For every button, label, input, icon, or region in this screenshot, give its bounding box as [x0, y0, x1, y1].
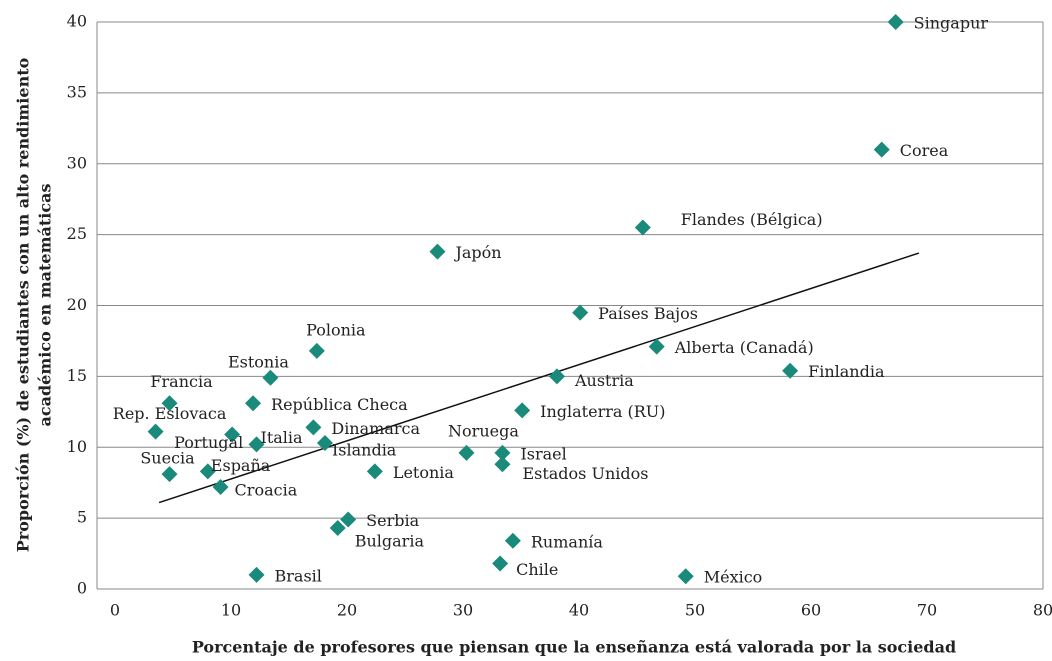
point [308, 342, 325, 359]
point [677, 568, 694, 585]
point [873, 141, 890, 158]
point-label: Corea [900, 141, 949, 160]
trend-line [158, 252, 920, 504]
point-label: Flandes (Bélgica) [681, 210, 823, 229]
x-tick-label: 10 [221, 601, 241, 620]
y-tick-label: 10 [67, 437, 87, 456]
point [316, 434, 333, 451]
point-label: Serbia [366, 511, 419, 530]
point-label: España [211, 456, 271, 475]
point [305, 419, 322, 436]
point [161, 466, 178, 483]
x-tick-label: 20 [337, 601, 357, 620]
point-label: Israel [520, 444, 566, 463]
point-label: Finlandia [808, 362, 885, 381]
point-label: Polonia [306, 320, 366, 339]
x-tick-label: 60 [801, 601, 821, 620]
point [366, 463, 383, 480]
point [458, 444, 475, 461]
point [245, 395, 262, 412]
point-label: Brasil [275, 566, 322, 585]
point-label: Bulgaria [355, 532, 425, 551]
point [248, 436, 265, 453]
point [262, 369, 279, 386]
point-label: Dinamarca [331, 419, 420, 438]
point [514, 402, 531, 419]
point-label: Suecia [140, 449, 195, 468]
point-label: Austria [574, 371, 634, 390]
point [212, 478, 229, 495]
y-tick-label: 35 [67, 82, 87, 101]
point-label: Japón [453, 243, 501, 262]
point-label: Portugal [174, 433, 243, 452]
x-tick-label: 30 [453, 601, 473, 620]
point [329, 520, 346, 537]
point [492, 555, 509, 572]
point [199, 463, 216, 480]
point [782, 362, 799, 379]
x-tick-label: 70 [917, 601, 937, 620]
point-label: Rep. Eslovaca [113, 404, 227, 423]
point-label: Francia [150, 372, 213, 391]
point [548, 368, 565, 385]
point [429, 243, 446, 260]
y-tick-label: 15 [67, 366, 87, 385]
point [161, 395, 178, 412]
point [648, 338, 665, 355]
point-label: Italia [261, 428, 304, 447]
y-tick-label: 0 [77, 579, 87, 598]
point [224, 426, 241, 443]
point [887, 14, 904, 30]
point [147, 423, 164, 440]
point-label: Letonia [393, 463, 455, 482]
point [634, 219, 651, 236]
x-tick-label: 50 [685, 601, 705, 620]
y-tick-label: 5 [77, 508, 87, 527]
point [504, 532, 521, 549]
point [572, 304, 589, 321]
x-tick-label: 80 [1033, 601, 1052, 620]
y-tick-label: 20 [67, 295, 87, 314]
point-label: Estonia [228, 352, 289, 371]
point-label: Alberta (Canadá) [674, 338, 814, 357]
point [494, 456, 511, 473]
point [340, 511, 357, 528]
point-label: Singapur [914, 14, 989, 33]
point [494, 444, 511, 461]
point-label: Chile [516, 560, 558, 579]
y-axis-title: académico en matemáticas [36, 184, 55, 427]
point-label: Croacia [235, 480, 298, 499]
x-tick-label: 0 [110, 601, 120, 620]
point-label: República Checa [271, 395, 408, 414]
point-label: Países Bajos [598, 304, 698, 323]
point-label: Inglaterra (RU) [540, 402, 665, 421]
point-label: Rumanía [531, 532, 603, 551]
y-tick-label: 30 [67, 153, 87, 172]
y-tick-label: 25 [67, 224, 87, 243]
point-label: Estados Unidos [522, 464, 648, 483]
point [248, 566, 265, 583]
point-label: México [704, 568, 763, 587]
point-label: Islandia [332, 440, 397, 459]
x-axis-title: Porcentaje de profesores que piensan que… [192, 638, 956, 657]
point-label: Noruega [448, 421, 519, 440]
y-axis-title: Proporción (%) de estudiantes con un alt… [14, 57, 33, 552]
x-tick-label: 40 [569, 601, 589, 620]
y-tick-label: 40 [67, 12, 87, 31]
